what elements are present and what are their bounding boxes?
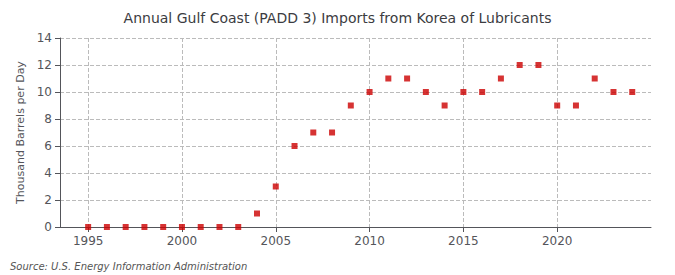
svg-text:6: 6 bbox=[44, 139, 52, 153]
svg-text:2: 2 bbox=[44, 193, 52, 207]
svg-text:0: 0 bbox=[44, 220, 52, 234]
svg-text:14: 14 bbox=[37, 31, 52, 45]
svg-text:2015: 2015 bbox=[448, 234, 479, 248]
svg-text:2005: 2005 bbox=[260, 234, 291, 248]
svg-text:12: 12 bbox=[37, 58, 52, 72]
svg-text:4: 4 bbox=[44, 166, 52, 180]
svg-text:1995: 1995 bbox=[73, 234, 104, 248]
svg-text:Source: U.S. Energy Informatio: Source: U.S. Energy Information Administ… bbox=[10, 261, 247, 272]
svg-text:2000: 2000 bbox=[167, 234, 198, 248]
svg-text:10: 10 bbox=[37, 85, 52, 99]
svg-text:Annual Gulf Coast (PADD 3) Imp: Annual Gulf Coast (PADD 3) Imports from … bbox=[124, 10, 552, 26]
svg-text:2020: 2020 bbox=[542, 234, 573, 248]
svg-text:8: 8 bbox=[44, 112, 52, 126]
svg-text:2010: 2010 bbox=[354, 234, 385, 248]
svg-text:Thousand Barrels per Day: Thousand Barrels per Day bbox=[14, 61, 27, 205]
